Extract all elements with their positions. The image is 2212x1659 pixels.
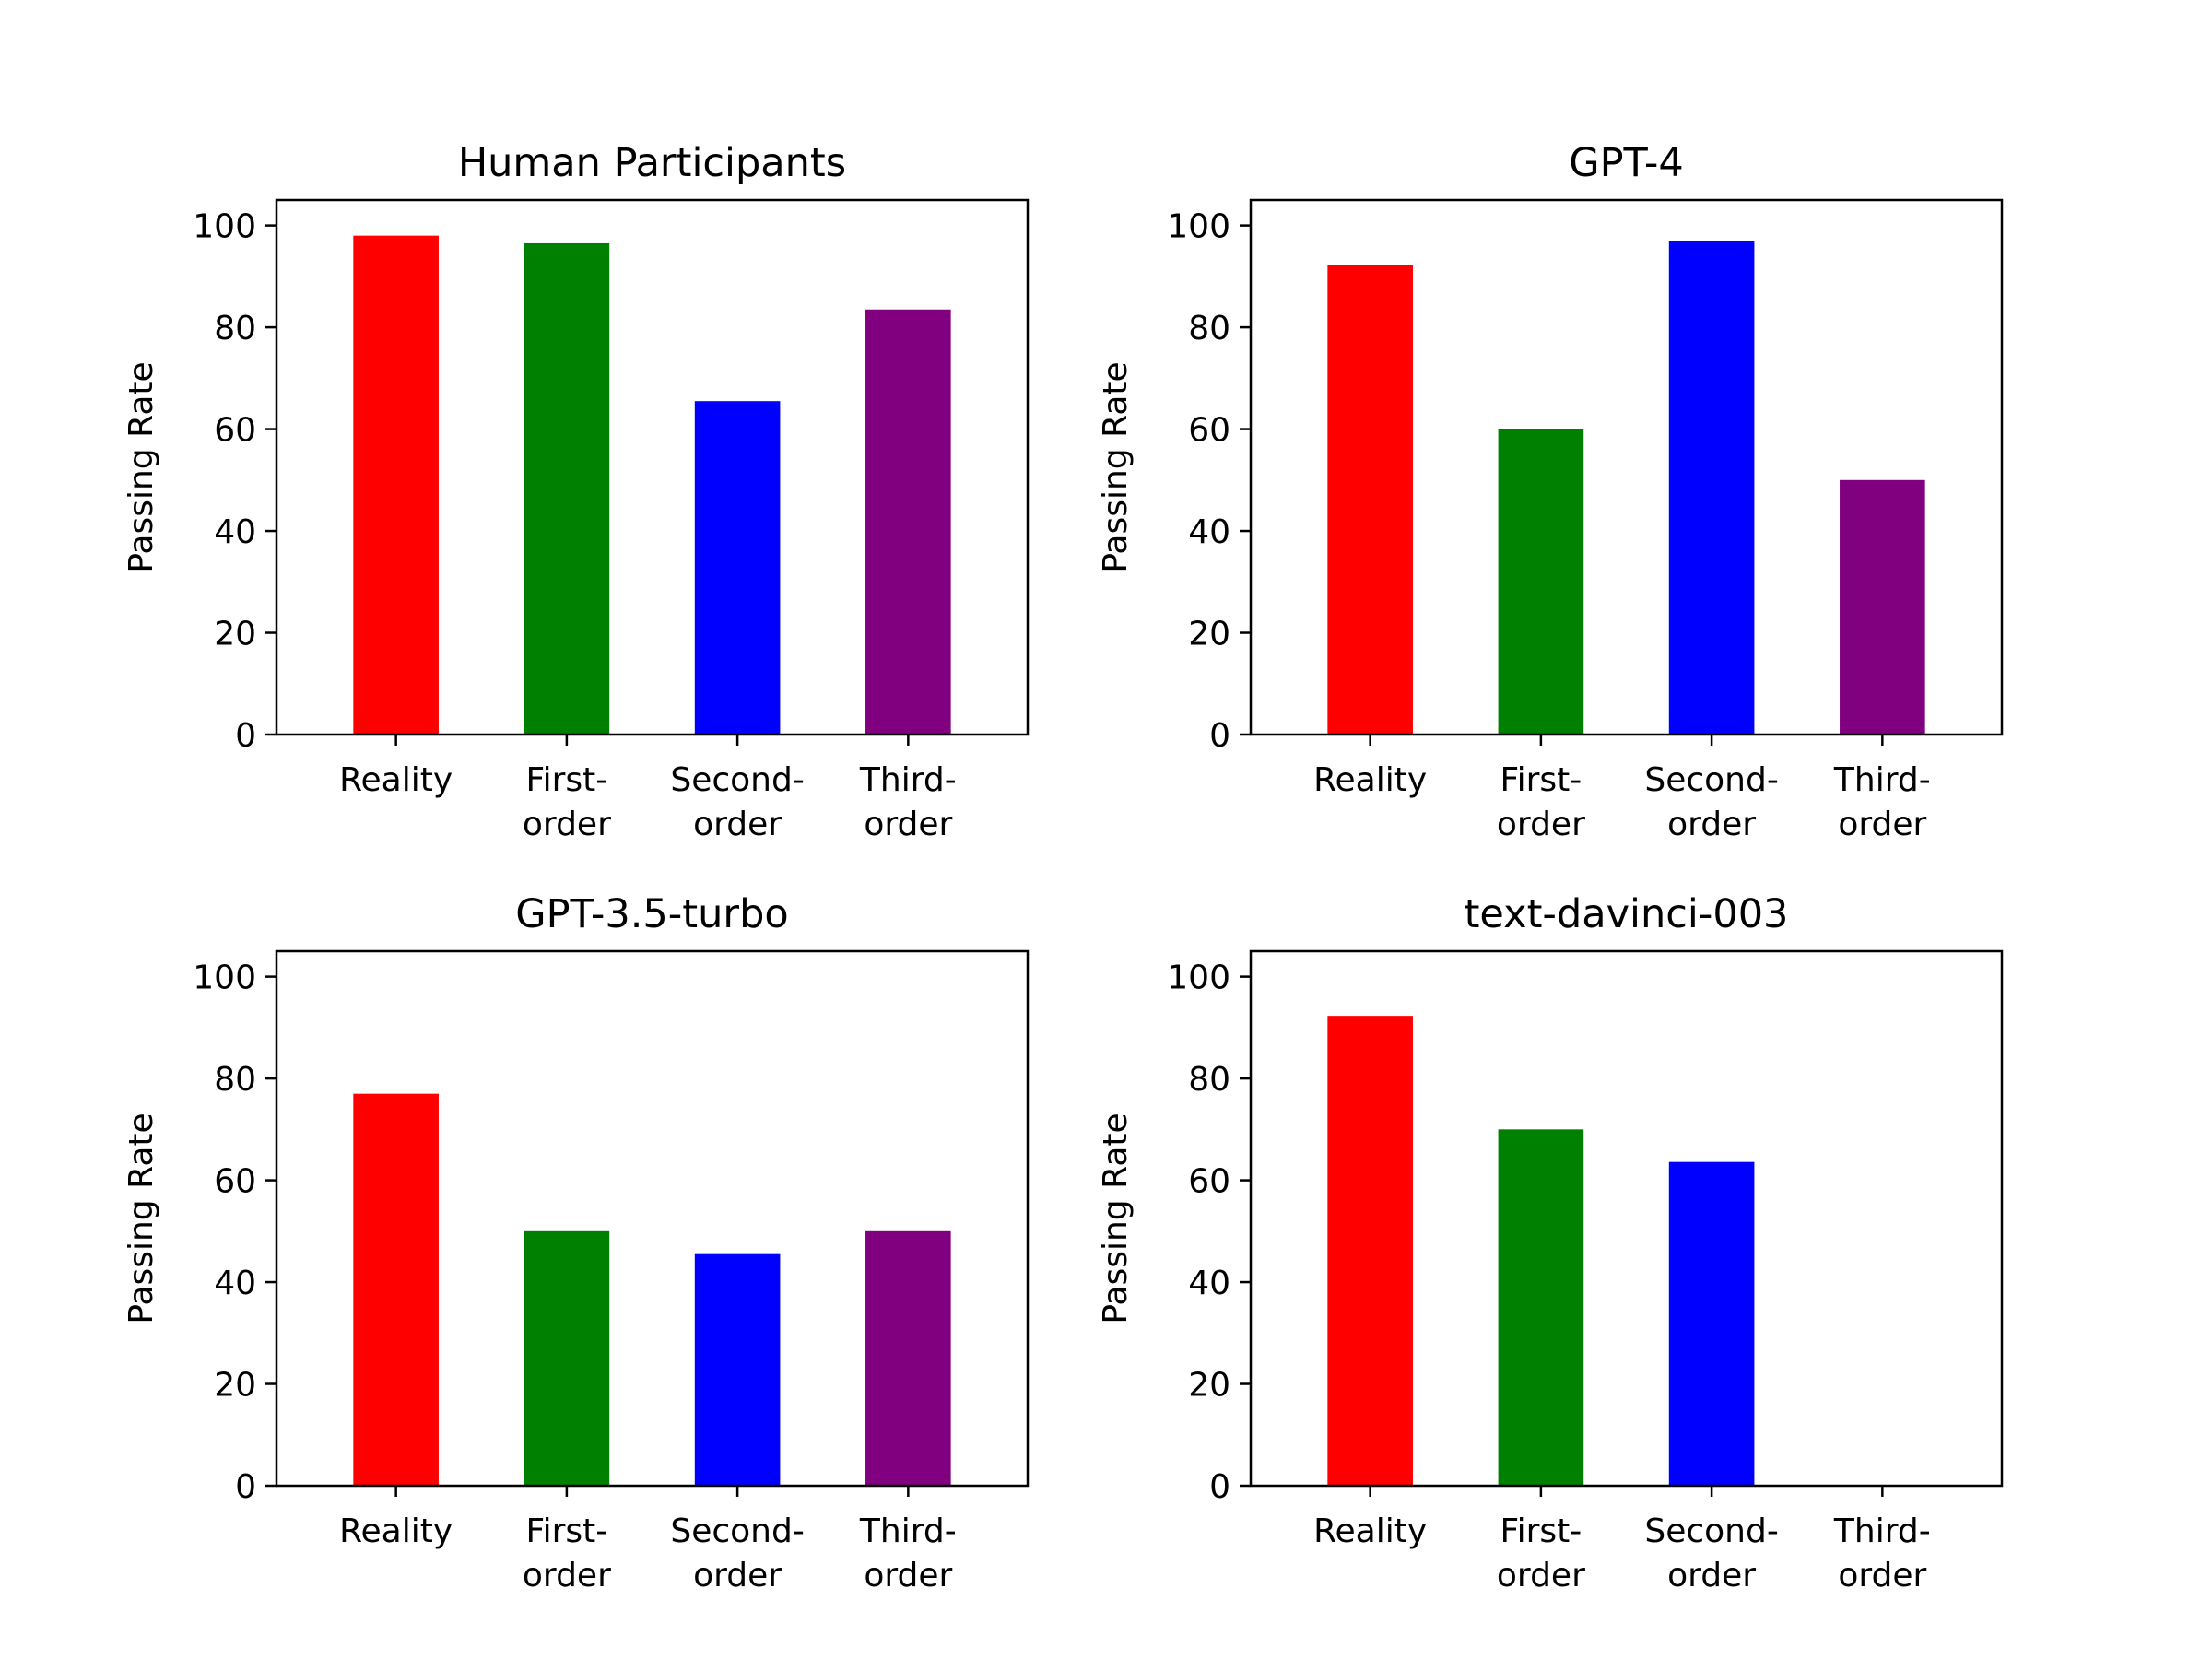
- bar: [865, 309, 951, 735]
- x-tick-label: order: [1667, 806, 1756, 843]
- x-tick-label: order: [1497, 1557, 1585, 1594]
- x-tick-label: order: [1667, 1557, 1756, 1594]
- bar: [524, 1230, 610, 1486]
- y-axis-label: Passing Rate: [1097, 1112, 1135, 1324]
- y-tick-label: 60: [214, 1163, 256, 1201]
- chart-title: Human Participants: [458, 140, 846, 186]
- plot-frame: [275, 949, 1030, 1488]
- plot-frame: [1249, 949, 2004, 1488]
- x-tick-label: Reality: [339, 761, 453, 799]
- bar: [694, 1253, 781, 1486]
- bar: [353, 1093, 439, 1486]
- chart-title: GPT-3.5-turbo: [515, 891, 788, 937]
- y-tick-label: 40: [1188, 1265, 1230, 1302]
- x-tick-label: Second-: [670, 761, 804, 799]
- bar: [1327, 265, 1413, 735]
- x-tick-label: order: [1838, 806, 1926, 843]
- chart-panel: 0 20 40 60 80 100 Reality First-order Second-ord…: [1097, 140, 2004, 843]
- y-tick-label: 60: [1188, 412, 1230, 450]
- chart-panel: 0 20 40 60 80 100 Reality First-order Second-ord…: [123, 891, 1030, 1594]
- bar: [865, 1230, 951, 1486]
- y-axis-label: Passing Rate: [1097, 361, 1135, 572]
- y-tick-label: 100: [1167, 959, 1230, 997]
- x-tick-label: Reality: [1313, 761, 1427, 799]
- y-tick-label: 0: [235, 717, 256, 755]
- x-tick-label: order: [523, 1557, 611, 1594]
- x-tick-label: order: [693, 806, 782, 843]
- chart-title: text-davinci-003: [1465, 891, 1789, 937]
- plot-frame: [1249, 198, 2004, 736]
- x-tick-label: Third-: [859, 761, 957, 799]
- y-tick-label: 80: [1188, 1061, 1230, 1099]
- bar: [1498, 429, 1584, 735]
- x-tick-label: order: [523, 806, 611, 843]
- bar: [1327, 1016, 1413, 1486]
- bar: [353, 235, 439, 735]
- y-tick-label: 40: [214, 1265, 256, 1302]
- y-tick-label: 100: [193, 208, 256, 246]
- chart-panel: 0 20 40 60 80 100 Reality First-order Second-ord…: [123, 140, 1030, 843]
- y-tick-label: 40: [214, 513, 256, 551]
- x-tick-label: Third-: [859, 1512, 957, 1550]
- y-axis-label: Passing Rate: [123, 1112, 160, 1324]
- y-tick-label: 0: [1209, 717, 1230, 755]
- x-tick-label: First-: [1500, 761, 1583, 799]
- bar: [1668, 1161, 1755, 1486]
- x-tick-label: Second-: [1644, 761, 1778, 799]
- x-tick-label: Second-: [670, 1512, 804, 1550]
- chart-panel: 0 20 40 60 80 100 Reality First-order Second-ord…: [1097, 891, 2004, 1594]
- x-tick-label: order: [864, 806, 952, 843]
- y-tick-label: 80: [1188, 310, 1230, 347]
- bar: [524, 242, 610, 735]
- x-tick-label: Second-: [1644, 1512, 1778, 1550]
- x-tick-label: order: [1497, 806, 1585, 843]
- bar: [1498, 1129, 1584, 1486]
- y-tick-label: 40: [1188, 513, 1230, 551]
- x-tick-label: order: [693, 1557, 782, 1594]
- x-tick-label: order: [864, 1557, 952, 1594]
- y-tick-label: 0: [235, 1468, 256, 1506]
- x-tick-label: First-: [1500, 1512, 1583, 1550]
- x-tick-label: Reality: [1313, 1512, 1427, 1550]
- y-tick-label: 20: [214, 616, 256, 653]
- plot-frame: [275, 198, 1030, 736]
- x-tick-label: order: [1838, 1557, 1926, 1594]
- x-tick-label: First-: [526, 761, 608, 799]
- bar: [1840, 479, 1925, 735]
- x-tick-label: Third-: [1833, 761, 1931, 799]
- y-tick-label: 20: [1188, 616, 1230, 653]
- y-tick-label: 20: [214, 1367, 256, 1405]
- bar: [1668, 241, 1755, 735]
- y-tick-label: 0: [1209, 1468, 1230, 1506]
- y-axis-label: Passing Rate: [123, 361, 160, 572]
- x-tick-label: Reality: [339, 1512, 453, 1550]
- bar: [694, 401, 781, 735]
- y-tick-label: 80: [214, 310, 256, 347]
- y-tick-label: 20: [1188, 1367, 1230, 1405]
- y-tick-label: 80: [214, 1061, 256, 1099]
- y-tick-label: 60: [1188, 1163, 1230, 1201]
- y-tick-label: 100: [1167, 208, 1230, 246]
- x-tick-label: First-: [526, 1512, 608, 1550]
- x-tick-label: Third-: [1833, 1512, 1931, 1550]
- chart-title: GPT-4: [1569, 140, 1683, 186]
- y-tick-label: 100: [193, 959, 256, 997]
- y-tick-label: 60: [214, 412, 256, 450]
